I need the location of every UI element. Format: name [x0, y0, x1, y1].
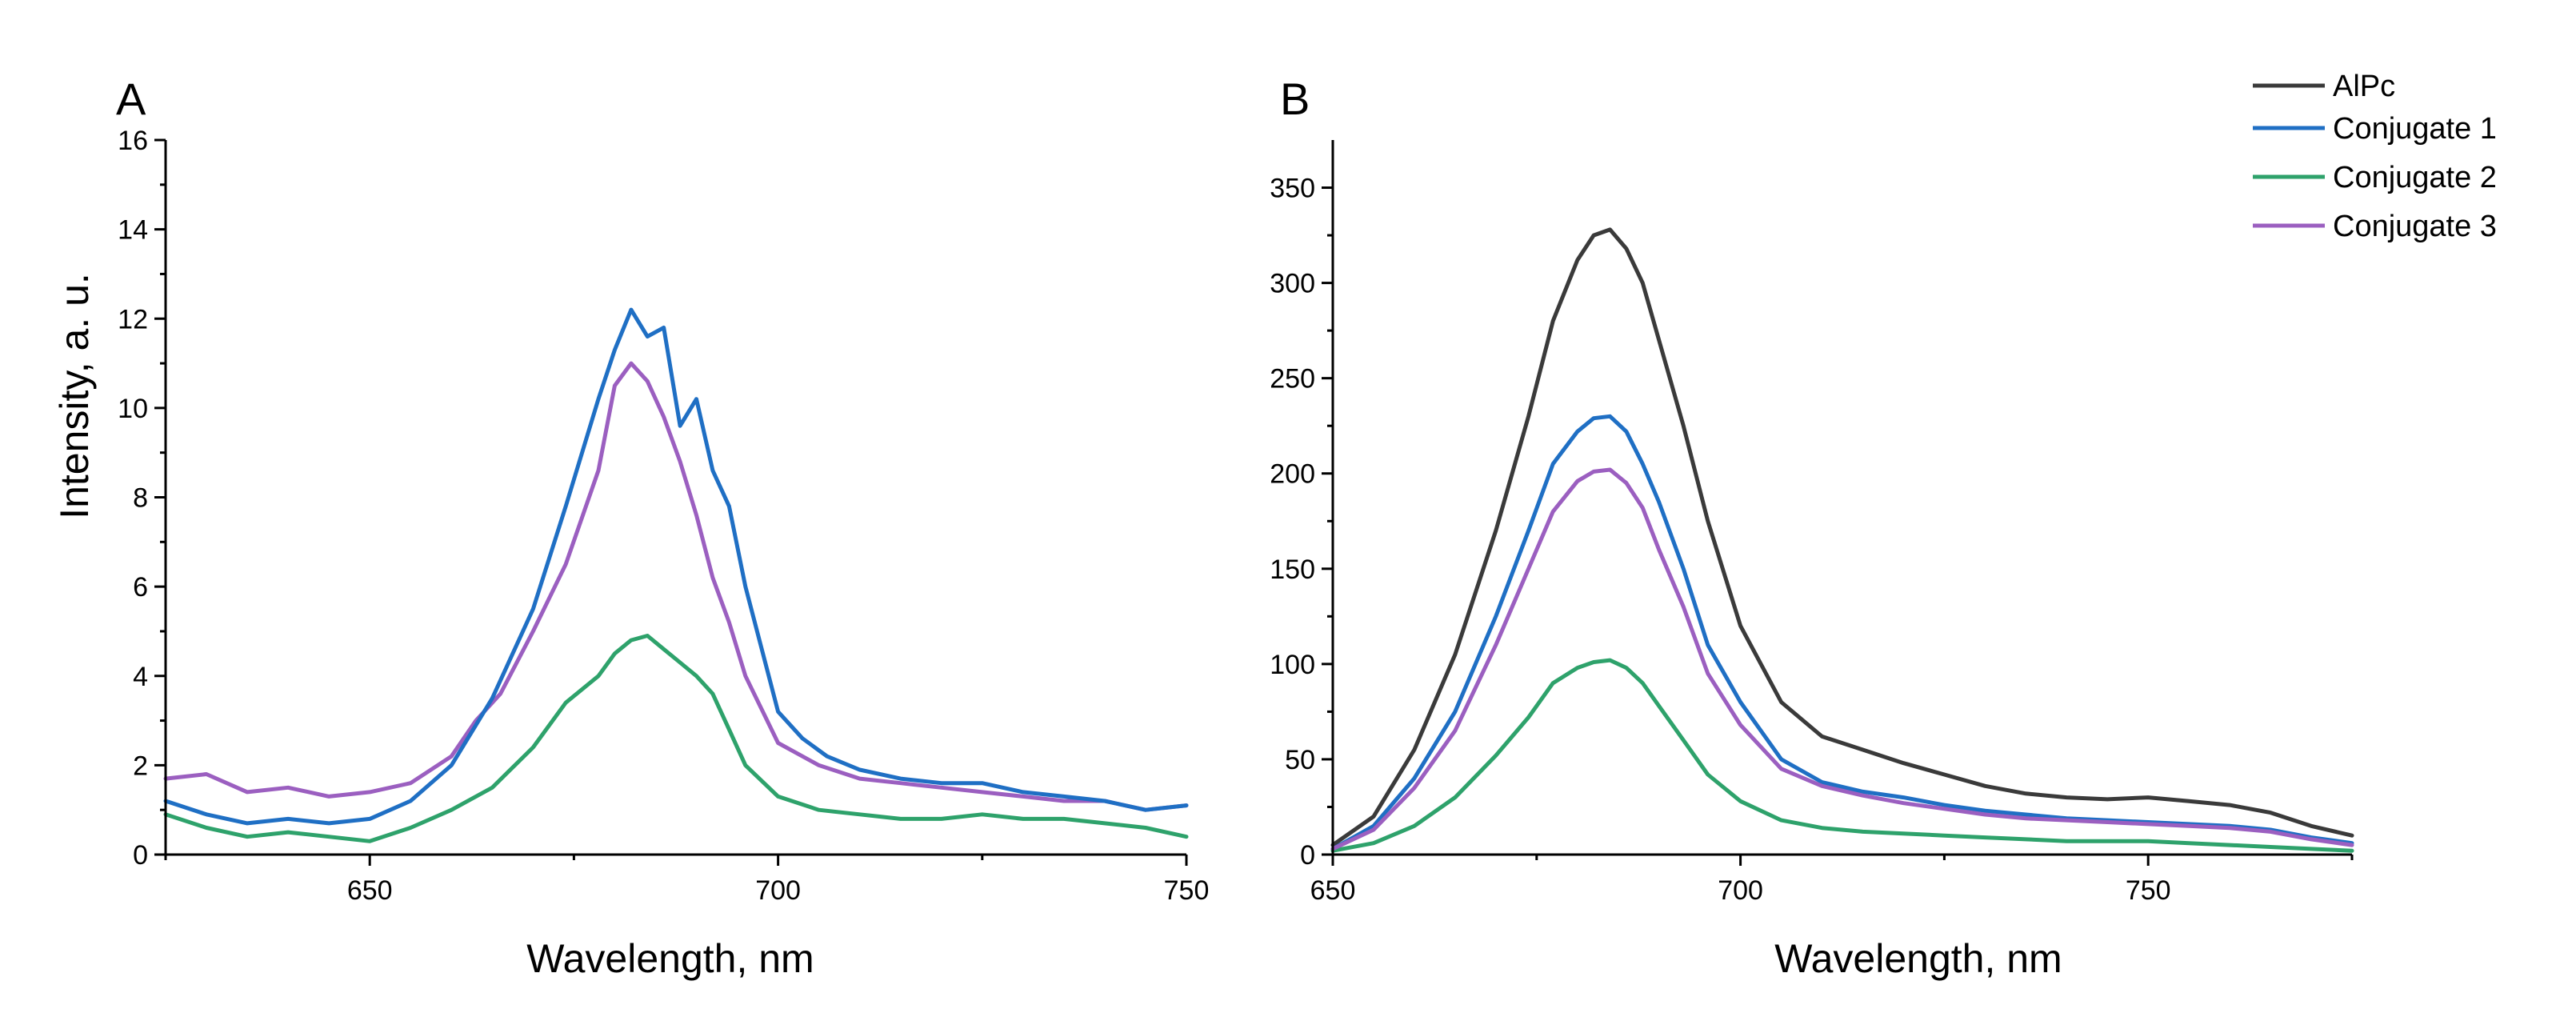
legend-entry-conjugate-3: Conjugate 3: [2253, 210, 2497, 243]
panel-a-y-tick-label: 6: [133, 572, 148, 603]
panel-a-series-conjugate-3: [163, 361, 1189, 812]
panel-b-series-conjugate-3: [1330, 467, 2354, 851]
panel-a-x-tick-label: 750: [1164, 875, 1210, 906]
legend-label-conjugate-1: Conjugate 1: [2333, 112, 2497, 146]
panel-b-x-tick-label: 700: [1718, 875, 1763, 906]
panel-a-y-tick-label: 12: [118, 304, 148, 334]
panel-a-y-tick-label: 0: [133, 840, 148, 871]
panel-a-y-tick-label: 4: [133, 662, 148, 692]
panel-a-y-tick-label: 8: [133, 483, 148, 514]
panel-a-series-conjugate-1: [163, 307, 1189, 826]
legend-entry-alpc: AlPc: [2253, 70, 2395, 103]
panel-b-x-axis-title: Wavelength, nm: [1774, 936, 2062, 981]
panel-a-series-group: [163, 307, 1189, 843]
panel-a-x-tick-label: 700: [755, 875, 801, 906]
panel-b-series-alpc: [1330, 227, 2354, 847]
legend-entry-conjugate-1: Conjugate 1: [2253, 112, 2497, 146]
legend-label-conjugate-3: Conjugate 3: [2333, 210, 2497, 243]
panel-b-y-tick-label: 100: [1270, 650, 1315, 680]
panel-b-series-conjugate-1: [1330, 414, 2354, 851]
panel-b-y-tick-label: 250: [1270, 364, 1315, 394]
panel-b-axes: 0 50 100 150 200 250 300 350 650 700 750: [1270, 140, 2354, 906]
panel-a-series-conjugate-2: [163, 634, 1189, 843]
panel-a-y-tick-label: 10: [118, 394, 148, 424]
panel-b-y-tick-label: 300: [1270, 269, 1315, 299]
panel-a-y-axis-title: Intensity, a. u.: [52, 273, 97, 519]
panel-b-y-tick-label: 0: [1300, 840, 1315, 871]
panel-b-y-tick-label: 150: [1270, 555, 1315, 585]
legend: AlPc Conjugate 1 Conjugate 2 Conjugate 3: [2253, 70, 2497, 243]
panel-a-x-axis-title: Wavelength, nm: [526, 936, 814, 981]
panel-a-axes: 0 2 4 6 8 10 12 14 16 650 700 750: [118, 126, 1209, 906]
panel-a-label: A: [116, 74, 146, 124]
panel-b-series-conjugate-2: [1330, 658, 2354, 853]
legend-label-alpc: AlPc: [2333, 70, 2395, 103]
legend-entry-conjugate-2: Conjugate 2: [2253, 161, 2497, 194]
panel-b-series-group: [1330, 227, 2354, 853]
panel-a-y-tick-label: 14: [118, 215, 148, 246]
panel-b-x-tick-label: 650: [1310, 875, 1356, 906]
panel-b-label: B: [1280, 74, 1310, 124]
panel-a-x-tick-label: 650: [347, 875, 393, 906]
panel-b-x-tick-label: 750: [2126, 875, 2171, 906]
panel-b-chart: B 0 50 100 150 200 250 300 350 650 700 750 Wavelen…: [1270, 74, 2354, 981]
panel-b-y-tick-label: 200: [1270, 459, 1315, 490]
panel-b-y-tick-label: 350: [1270, 174, 1315, 204]
panel-b-y-tick-label: 50: [1285, 745, 1315, 775]
legend-label-conjugate-2: Conjugate 2: [2333, 161, 2497, 194]
panel-a-y-tick-label: 2: [133, 751, 148, 781]
panel-a-y-tick-label: 16: [118, 126, 148, 156]
